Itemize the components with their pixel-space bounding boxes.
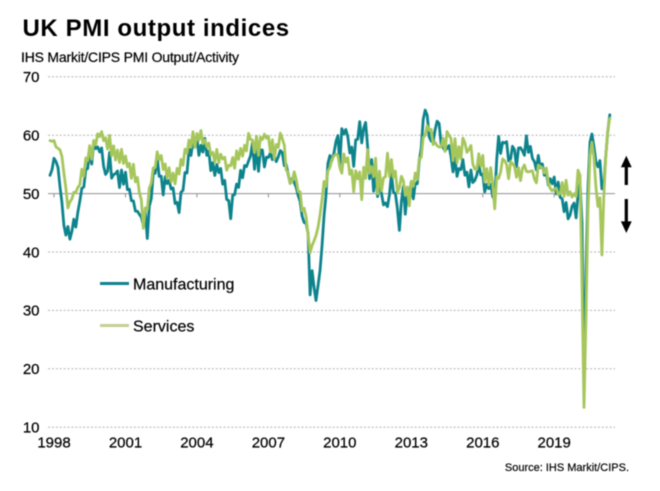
svg-text:UK PMI output indices: UK PMI output indices: [23, 15, 290, 42]
svg-text:2016: 2016: [466, 434, 499, 451]
svg-text:2004: 2004: [180, 434, 213, 451]
svg-text:Source: IHS Markit/CIPS.: Source: IHS Markit/CIPS.: [505, 462, 629, 474]
svg-text:10: 10: [23, 420, 40, 437]
svg-text:Manufacturing: Manufacturing: [133, 276, 234, 293]
svg-text:1998: 1998: [37, 434, 70, 451]
svg-text:60: 60: [23, 128, 40, 145]
svg-text:IHS Markit/CIPS PMI Output/Act: IHS Markit/CIPS PMI Output/Activity: [21, 49, 239, 65]
svg-text:20: 20: [23, 361, 40, 378]
svg-text:2007: 2007: [252, 434, 285, 451]
svg-text:2013: 2013: [395, 434, 428, 451]
svg-text:Services: Services: [133, 318, 194, 335]
svg-text:2010: 2010: [323, 434, 356, 451]
svg-text:2019: 2019: [538, 434, 571, 451]
svg-text:70: 70: [23, 69, 40, 86]
svg-text:40: 40: [23, 244, 40, 261]
svg-text:50: 50: [23, 186, 40, 203]
svg-text:2001: 2001: [109, 434, 142, 451]
svg-text:30: 30: [23, 303, 40, 320]
